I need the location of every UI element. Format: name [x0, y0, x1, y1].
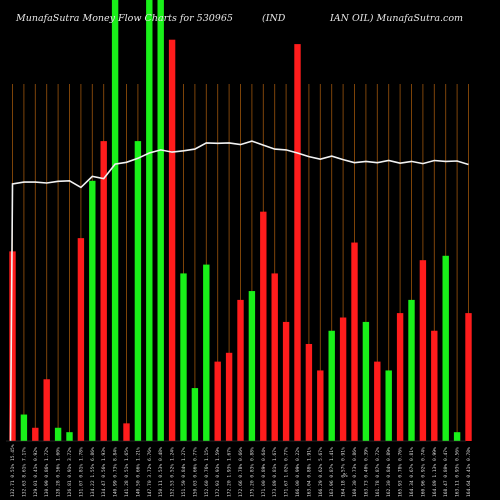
x-tick-label: 165.93 0.78% 0.76%: [398, 447, 404, 497]
x-tick-label: 152.60 0.76% 1.15%: [204, 447, 210, 497]
money-flow-bar: [54, 427, 62, 441]
money-flow-bar: [77, 238, 85, 441]
x-tick-label: 141.28 0.51% 1.65%: [124, 447, 130, 497]
money-flow-bar: [305, 343, 313, 441]
money-flow-bar: [111, 0, 119, 441]
money-flow-bar: [339, 317, 347, 441]
header-title-right: IAN OIL) MunafaSutra.com: [329, 13, 463, 24]
x-tick-label: 172.93 0.93% 1.59%: [215, 447, 221, 497]
money-flow-bar: [203, 264, 210, 441]
x-tick-label: 131.07 0.81% 1.78%: [78, 447, 84, 497]
money-flow-bar: [100, 141, 107, 441]
money-flow-bar: [146, 0, 153, 441]
x-tick-label: 164.18 0.57% 0.91%: [341, 447, 347, 497]
x-tick-label: 172.66 0.78% 0.66%: [238, 447, 244, 497]
money-flow-bar: [66, 432, 73, 441]
money-flow-bar: [431, 330, 438, 441]
x-tick-label: 160.30 0.73% 0.86%: [352, 447, 358, 497]
x-tick-label: 173.89 0.81% 1.67%: [272, 447, 278, 497]
x-tick-label: 150.11 0.53% 0.48%: [158, 447, 164, 497]
money-flow-bar: [271, 273, 278, 441]
x-tick-label: 171.00 0.89% 0.64%: [261, 447, 267, 497]
money-flow-bar: [385, 370, 392, 441]
x-tick-labels: 132.71 0.51% 15.45% 132.63 8.61% 7.17% 129…: [10, 444, 472, 497]
money-flow-bar: [294, 44, 301, 441]
money-flow-bar: [191, 388, 199, 441]
money-flow-bar: [180, 273, 187, 441]
x-tick-label: 161.78 0.87% 0.72%: [375, 447, 381, 497]
money-flow-bar: [260, 211, 267, 441]
price-trend-line: [9, 140, 469, 442]
money-flow-bar: [282, 321, 290, 441]
money-flow-bar: [32, 427, 39, 441]
x-tick-label: 163.96 0.87% 1.41%: [329, 447, 335, 497]
money-flow-bar: [168, 39, 176, 441]
money-flow-bar: [43, 379, 50, 441]
money-flow-bar: [9, 251, 16, 441]
money-flow-bar: [396, 313, 404, 441]
x-tick-label: 166.00 0.99% 0.22%: [295, 447, 301, 497]
x-tick-label: 132.71 0.51% 15.45%: [10, 444, 16, 497]
x-tick-label: 140.50 0.66% 1.21%: [135, 447, 141, 497]
money-flow-bar: [351, 242, 358, 441]
x-tick-label: 163.73 0.40% 0.39%: [363, 447, 369, 497]
x-tick-label: 160.96 0.92% 0.74%: [420, 447, 426, 497]
x-tick-label: 129.01 0.41% 0.92%: [33, 447, 39, 497]
money-flow-bar: [362, 321, 370, 441]
x-tick-label: 168.47 0.80% 0.47%: [443, 447, 449, 497]
header-title-left: MunafaSutra Money Flow Charts for 530965: [15, 13, 233, 24]
money-flow-bar: [134, 141, 142, 441]
money-flow-bar: [419, 260, 427, 441]
x-tick-label: 126.81 0.91% 3.72%: [67, 447, 73, 497]
money-flow-bar: [328, 330, 335, 441]
x-tick-label: 162.30 0.84% 0.89%: [386, 447, 392, 497]
x-tick-label: 164.34 0.67% 0.81%: [409, 447, 415, 497]
x-tick-label: 147.70 3.72% 6.76%: [147, 447, 153, 497]
money-flow-bar: [465, 313, 472, 441]
x-tick-label: 171.67 1.02% 0.77%: [284, 447, 290, 497]
x-tick-label: 134.22 1.55% 6.86%: [90, 447, 96, 497]
x-tick-label: 164.89 1.13% 0.99%: [432, 447, 438, 497]
x-axis-title: %: [343, 473, 348, 479]
money-flow-bar: [408, 299, 415, 441]
money-flow-bar: [317, 370, 324, 441]
x-tick-label: 163.11 0.93% 0.56%: [455, 447, 461, 497]
money-flow-bar: [248, 291, 256, 441]
money-flow-bar: [20, 414, 28, 441]
money-flow-bar: [442, 255, 449, 441]
x-tick-label: 134.47 0.56% 1.93%: [101, 447, 107, 497]
header-title-middle: (IND: [262, 13, 286, 24]
money-flow-bar: [123, 423, 130, 441]
x-tick-label: 151.59 0.84% 1.27%: [181, 447, 187, 497]
x-tick-label: 140.99 0.73% 8.84%: [113, 447, 119, 497]
x-tick-label: 164.64 0.41% 0.78%: [466, 447, 472, 497]
money-flow-bar: [157, 0, 164, 441]
x-tick-label: 150.03 0.66% 0.77%: [192, 447, 198, 497]
x-tick-label: 163.04 0.88% 1.91%: [306, 447, 312, 497]
money-flow-bar: [89, 180, 96, 441]
money-flow-bar: [214, 361, 221, 441]
money-flow-bar: [374, 361, 381, 441]
x-tick-label: 128.28 0.56% 1.60%: [56, 447, 62, 497]
x-tick-label: 130.99 0.86% 1.72%: [44, 447, 50, 497]
money-flow-bar: [237, 299, 244, 441]
x-tick-label: 172.20 1.93% 1.67%: [227, 447, 233, 497]
money-flow-bar: [453, 432, 461, 441]
x-tick-label: 152.53 0.52% 1.24%: [170, 447, 176, 497]
money-flow-bar: [225, 352, 233, 441]
x-tick-label: 132.63 8.61% 7.17%: [21, 447, 27, 497]
x-tick-label: 175.20 0.83% 0.88%: [249, 447, 255, 497]
x-tick-label: 166.29 0.62% 5.67%: [318, 447, 324, 497]
money-flow-bars: [9, 0, 472, 441]
